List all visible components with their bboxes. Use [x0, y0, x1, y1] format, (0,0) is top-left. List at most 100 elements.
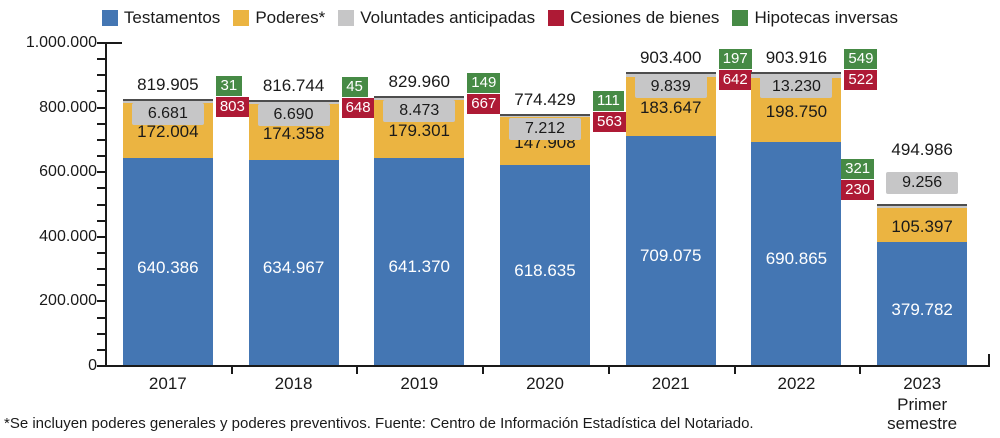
segment-voluntades-anticipadas-2023: [877, 205, 968, 209]
segment-testamentos-2020: [500, 165, 590, 365]
y-tick-label: 600.000: [39, 163, 97, 181]
badge-cesiones-2018: 648: [341, 98, 375, 119]
y-tick-label: 1.000.000: [25, 34, 97, 51]
badge-hipotecas-2019: 149: [467, 72, 501, 93]
label-poderes-2021: 183.647: [639, 98, 702, 118]
x-axis-end-tick: [988, 354, 990, 365]
label-total-2021: 903.400: [639, 48, 702, 68]
badge-hipotecas-2020: 111: [593, 90, 624, 111]
x-axis-separator-tick: [482, 367, 485, 374]
y-tick: [97, 316, 105, 319]
y-tick: [97, 365, 105, 367]
badge-cesiones-2020: 563: [593, 111, 627, 132]
segment-testamentos-2019: [374, 157, 465, 365]
legend-swatch-hipotecas-inversas-icon: [732, 10, 749, 26]
segment-voluntades-anticipadas-2017: [122, 100, 213, 103]
legend-swatch-cesiones-de-bienes-icon: [548, 10, 565, 26]
legend-item-hipotecas-inversas: Hipotecas inversas: [732, 8, 898, 28]
y-tick-label: 400.000: [39, 227, 97, 245]
segment-voluntades-anticipadas-2021: [625, 73, 716, 77]
legend-label-poderes: Poderes*: [255, 8, 326, 27]
label-testamentos-2022: 690.865: [765, 249, 828, 269]
legend-item-voluntades-anticipadas: Voluntades anticipadas: [338, 8, 535, 28]
y-axis-top-stub: [107, 42, 122, 44]
y-tick: [97, 203, 105, 206]
segment-poderes-2023: [877, 208, 968, 243]
y-tick: [97, 122, 105, 125]
badge-cesiones-2017: 803: [215, 97, 249, 118]
y-tick-label: 0: [88, 357, 97, 374]
y-tick: [97, 348, 105, 351]
y-tick: [97, 300, 105, 303]
label-total-2017: 819.905: [137, 75, 199, 95]
legend-label-cesiones-de-bienes: Cesiones de bienes: [570, 8, 720, 27]
badge-voluntades-2018: 6.690: [257, 104, 330, 127]
y-tick-label: 800.000: [39, 98, 97, 116]
label-total-2023: 494.986: [891, 140, 953, 160]
x-axis-separator-tick: [356, 367, 359, 374]
badge-voluntades-2019: 8.473: [383, 99, 456, 122]
legend-label-hipotecas-inversas: Hipotecas inversas: [754, 8, 899, 27]
x-label-2017: 2017: [148, 374, 187, 393]
label-total-2019: 829.960: [388, 71, 450, 91]
badge-hipotecas-2023: 321: [841, 159, 875, 180]
segment-testamentos-2018: [248, 159, 339, 365]
y-tick: [97, 235, 105, 238]
badge-voluntades-2020: 7.212: [509, 117, 581, 140]
label-testamentos-2021: 709.075: [639, 246, 702, 266]
x-label-2018: 2018: [274, 374, 313, 393]
label-poderes-2017: 172.004: [137, 122, 199, 142]
x-axis-line: [105, 365, 990, 367]
badge-hipotecas-2022: 549: [844, 49, 878, 70]
label-total-2022: 903.916: [765, 48, 828, 68]
badge-hipotecas-2017: 31: [215, 76, 242, 97]
y-tick: [97, 268, 105, 271]
segment-testamentos-2017: [122, 158, 213, 365]
label-testamentos-2017: 640.386: [137, 257, 199, 277]
segment-voluntades-anticipadas-2018: [248, 101, 339, 104]
x-axis-separator-tick: [230, 367, 233, 374]
bar-top-line-2022: [751, 72, 842, 75]
segment-testamentos-2021: [625, 135, 716, 365]
label-testamentos-2019: 641.370: [388, 257, 450, 277]
legend-item-poderes: Poderes*: [233, 8, 325, 28]
segment-testamentos-2023: [877, 242, 968, 365]
badge-voluntades-2017: 6.681: [131, 103, 204, 126]
x-label-2019: 2019: [400, 374, 439, 393]
y-tick: [97, 171, 105, 174]
legend-item-cesiones-de-bienes: Cesiones de bienes: [548, 8, 719, 28]
legend-label-voluntades-anticipadas: Voluntades anticipadas: [360, 8, 536, 27]
y-tick: [97, 106, 105, 109]
legend-label-testamentos: Testamentos: [123, 8, 221, 27]
y-tick: [97, 42, 105, 44]
label-poderes-2023: 105.397: [891, 217, 953, 237]
label-total-2018: 816.744: [262, 76, 325, 96]
x-axis-separator-tick: [607, 367, 610, 374]
y-tick: [97, 219, 105, 222]
x-label-2021: 2021: [651, 374, 690, 393]
label-poderes-2019: 179.301: [388, 120, 450, 140]
y-tick: [97, 187, 105, 190]
label-testamentos-2023: 379.782: [891, 299, 953, 319]
y-tick: [97, 138, 105, 141]
label-testamentos-2018: 634.967: [262, 258, 325, 278]
bar-top-line-2023: [877, 204, 968, 207]
y-tick: [97, 251, 105, 254]
x-label-2020: 2020: [526, 374, 564, 393]
x-sublabel-2023: Primer semestre: [887, 395, 958, 433]
bar-top-line-2018: [248, 100, 339, 103]
y-tick: [97, 332, 105, 335]
y-axis-line: [105, 42, 107, 367]
legend-item-testamentos: Testamentos: [101, 8, 221, 28]
label-poderes-2022: 198.750: [765, 101, 828, 121]
y-tick-label: 200.000: [39, 292, 97, 310]
badge-cesiones-2019: 667: [467, 93, 501, 114]
y-tick: [97, 74, 105, 77]
segment-voluntades-anticipadas-2022: [751, 73, 842, 78]
label-testamentos-2020: 618.635: [514, 261, 576, 281]
badge-cesiones-2023: 230: [841, 180, 875, 201]
y-tick: [97, 58, 105, 61]
label-total-2020: 774.429: [514, 89, 576, 109]
y-tick: [97, 90, 105, 93]
